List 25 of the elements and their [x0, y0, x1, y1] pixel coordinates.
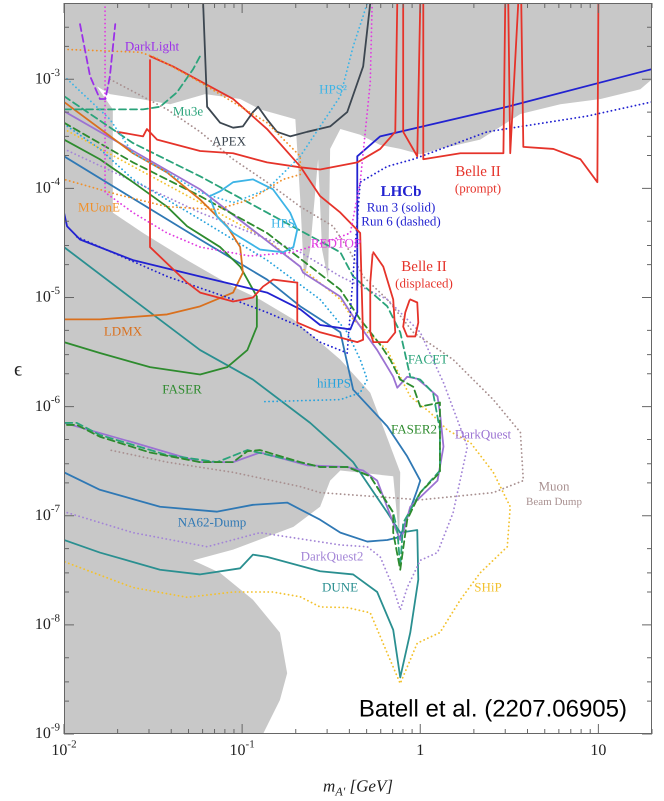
series-label: DarkLight	[124, 38, 180, 54]
series-label: MUonE	[78, 199, 120, 214]
series-label: Mu3e	[172, 103, 204, 118]
annotation: Batell et al. (2207.06905)	[358, 696, 627, 723]
series-label: FASER2	[391, 421, 437, 436]
series-label: Run 3 (solid)	[366, 199, 436, 214]
series-label: FASER	[162, 381, 202, 396]
series-label: NA62-Dump	[178, 514, 246, 530]
series-label: Muon Beam Dump	[526, 478, 582, 508]
series-label: Belle II (prompt)	[454, 164, 502, 196]
series-label: APEX	[212, 133, 247, 148]
series-label: Belle II (displaced)	[395, 258, 453, 290]
series-label: hiHPS	[317, 375, 351, 390]
series-label: DarkQuest2	[300, 548, 364, 564]
y-axis-title: ϵ	[14, 358, 22, 380]
series-label: LDMX	[104, 323, 143, 338]
x-tick-label: 10	[590, 742, 606, 760]
annotation: LHCb	[380, 184, 422, 200]
x-tick-label: 1	[416, 742, 424, 760]
series-label: Run 6 (dashed)	[361, 213, 441, 228]
series-label: DUNE	[322, 579, 358, 594]
series-label: SHiP	[474, 579, 502, 594]
series-label: DarkQuest	[454, 426, 512, 442]
series-label: FACET	[408, 351, 448, 366]
series-label: HPS²	[319, 81, 347, 96]
